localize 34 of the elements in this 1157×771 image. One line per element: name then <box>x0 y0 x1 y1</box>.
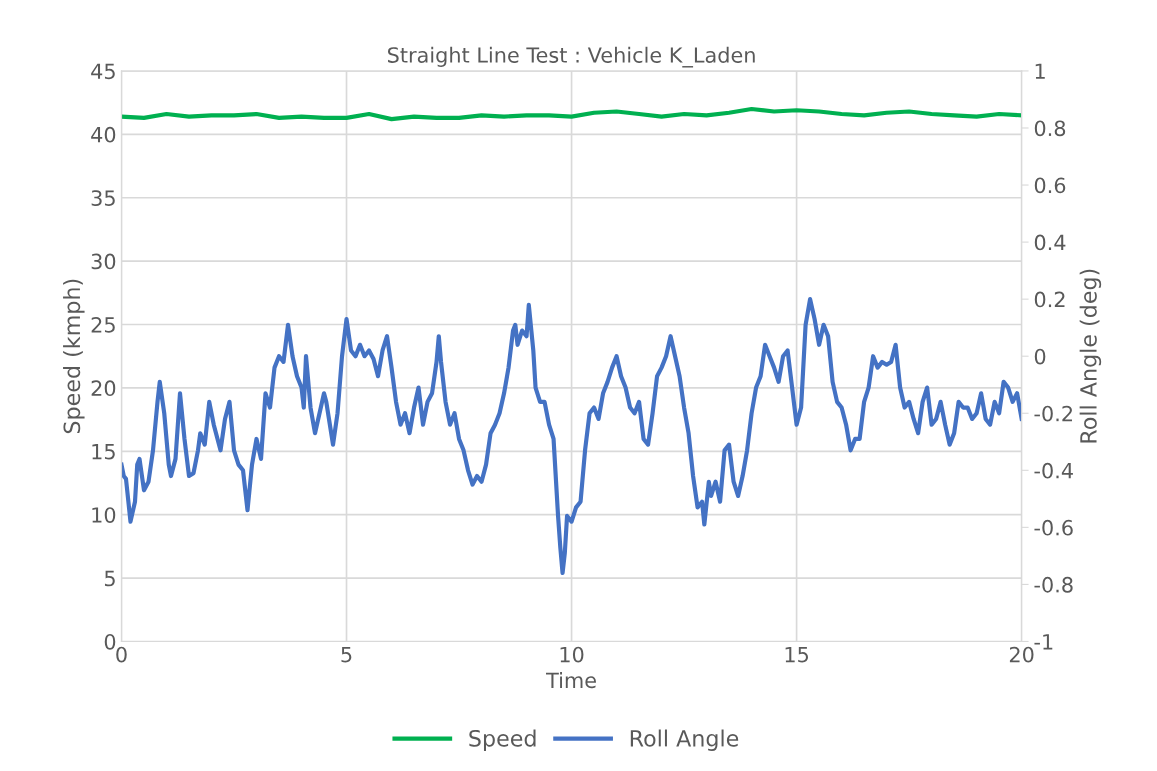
x-tick-label: 15 <box>785 646 809 663</box>
y-tick-label: 30 <box>91 253 116 270</box>
chart-title: Straight Line Test : Vehicle K_Laden <box>387 46 755 68</box>
y-tick-label: 25 <box>91 316 115 333</box>
y2-tick-label: -0.2 <box>1034 405 1072 422</box>
y-tick-label: 0 <box>104 633 116 650</box>
legend-label: Roll Angle <box>630 729 739 751</box>
y2-tick-label: 1 <box>1035 63 1045 79</box>
y2-tick-label: 0.2 <box>1034 291 1065 308</box>
line-series <box>121 297 1022 576</box>
x-tick-label: 20 <box>1009 646 1034 663</box>
y2-tick-label: 0.8 <box>1034 120 1066 137</box>
y-tick-label: 45 <box>91 63 115 80</box>
x-tick-label: 5 <box>341 646 352 663</box>
y2-tick-label: 0 <box>1034 348 1046 365</box>
x-axis-title: Time <box>546 672 596 689</box>
y2-axis-title: Roll Angle (deg) <box>1079 269 1102 443</box>
y-tick-label: 5 <box>104 570 115 587</box>
x-tick-label: 0 <box>116 646 127 663</box>
legend-label: Speed <box>469 729 536 751</box>
y-tick-label: 10 <box>92 507 116 523</box>
y2-tick-label: 0.6 <box>1034 177 1066 194</box>
y2-tick-label: -0.6 <box>1034 519 1073 536</box>
y-axis-title: Speed (kmph) <box>63 279 85 434</box>
y-tick-label: 20 <box>91 380 116 397</box>
y2-tick-label: -0.4 <box>1034 462 1073 479</box>
y-tick-label: 40 <box>91 126 116 143</box>
x-tick-label: 10 <box>560 646 584 663</box>
y-tick-label: 35 <box>91 190 115 206</box>
y2-tick-label: 0.4 <box>1034 234 1066 251</box>
y2-tick-label: -0.8 <box>1034 576 1073 593</box>
line-series <box>121 106 1022 122</box>
y2-tick-label: -1 <box>1034 634 1053 650</box>
y-tick-label: 15 <box>92 444 115 460</box>
